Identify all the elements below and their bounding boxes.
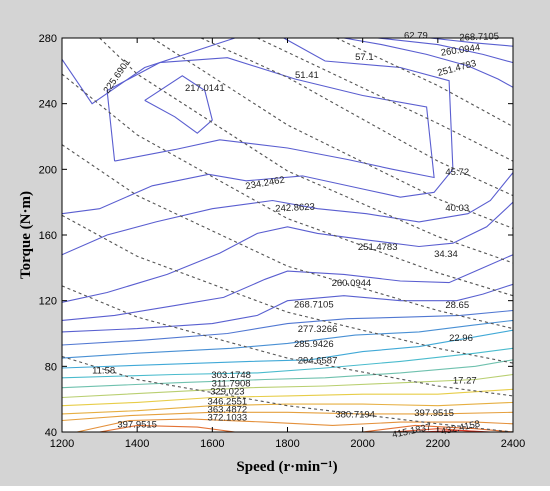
- contour-label: 294.6587: [298, 355, 338, 366]
- efficiency-contour-line: [61, 254, 514, 321]
- efficiency-contour-line: [76, 418, 514, 433]
- power-line-label: 17.27: [453, 375, 477, 386]
- power-line-label: 40.03: [445, 203, 469, 214]
- efficiency-contour-line: [61, 388, 514, 407]
- efficiency-contour-line: [61, 411, 514, 422]
- efficiency-contour-line: [99, 424, 235, 433]
- efficiency-contour-line: [61, 319, 514, 359]
- y-tick-label: 40: [45, 427, 57, 439]
- y-tick-label: 200: [39, 164, 57, 176]
- power-line: [61, 214, 514, 364]
- efficiency-contour-line: [430, 37, 514, 47]
- efficiency-contour-line: [61, 309, 514, 346]
- power-line-label: 22.96: [449, 333, 473, 344]
- power-lines: 11.58 17.27 22.96 28.65 34.34 40.03 45.72 51.41…: [61, 31, 514, 433]
- efficiency-contour-line: [418, 429, 491, 433]
- y-tick-label: 120: [39, 296, 57, 308]
- efficiency-contour-line: [106, 57, 435, 179]
- power-line: [99, 37, 514, 264]
- contour-label: 363.4872: [208, 405, 248, 416]
- y-axis-title: Torque (N·m): [18, 191, 34, 279]
- power-line-label: 11.58: [92, 366, 115, 377]
- contour-labels: 217.0141225.6901234.2462242.8623251.4783…: [101, 31, 499, 441]
- efficiency-contour-line: [61, 201, 514, 303]
- contour-label: 346.2551: [208, 396, 248, 407]
- contour-label: 285.9426: [294, 339, 334, 350]
- efficiency-contour-line: [61, 359, 514, 389]
- efficiency-contour-line: [61, 172, 514, 256]
- x-tick-label: 2400: [501, 438, 525, 450]
- contour-label: 251.4783: [358, 242, 398, 253]
- efficiency-contour-line: [61, 283, 514, 333]
- power-line: [336, 37, 514, 128]
- power-line-label: 34.34: [434, 249, 458, 260]
- power-line: [257, 37, 514, 162]
- x-tick-label: 2000: [350, 438, 374, 450]
- contour-label: 268.7105: [459, 31, 499, 43]
- y-tick-label: 80: [45, 361, 57, 373]
- y-axis-ticks: 40 80 120 160 200 240 280: [39, 33, 513, 439]
- contour-label: 397.9515: [117, 419, 157, 430]
- efficiency-contour-line: [61, 37, 454, 215]
- efficiency-contour-line: [61, 401, 514, 415]
- contour-label: 311.7908: [212, 378, 251, 389]
- x-tick-label: 1800: [275, 438, 299, 450]
- contour-label: 329.023: [210, 386, 244, 397]
- contour-label: 397.9515: [414, 408, 454, 419]
- power-line: [151, 37, 514, 229]
- efficiency-contour-line: [61, 373, 514, 399]
- contour-label: 380.7194: [335, 409, 375, 420]
- efficiency-contour-line: [61, 347, 514, 379]
- power-line-label: 28.65: [445, 300, 469, 311]
- y-tick-label: 240: [39, 99, 57, 111]
- power-line-label: 45.72: [445, 167, 469, 178]
- power-line: [61, 285, 514, 397]
- contour-label: 260.0944: [332, 278, 372, 289]
- y-tick-label: 160: [39, 230, 57, 242]
- efficiency-contour-line: [61, 37, 236, 105]
- power-line: [61, 144, 514, 330]
- power-line-label: 57.1: [355, 52, 374, 63]
- efficiency-contour-line: [343, 37, 514, 88]
- power-line-label: 62.79: [404, 31, 428, 42]
- x-tick-label: 2200: [426, 438, 450, 450]
- y-tick-label: 280: [39, 33, 57, 45]
- efficiency-contour-line: [144, 75, 213, 134]
- plot-area: [62, 38, 513, 432]
- contour-label: 217.0141: [185, 83, 225, 94]
- power-line: [200, 37, 514, 197]
- x-axis-ticks: 1200 1400 1600 1800 2000 2200 2400: [50, 38, 525, 450]
- contour-label: 268.7105: [294, 299, 334, 310]
- x-tick-label: 1400: [125, 438, 149, 450]
- x-tick-label: 1200: [50, 438, 74, 450]
- contour-label: 242.8623: [275, 202, 315, 215]
- x-axis-title: Speed (r·min⁻¹): [236, 459, 337, 475]
- contour-label: 372.1033: [208, 413, 248, 424]
- contour-label: 260.0944: [440, 42, 481, 58]
- efficiency-contour-line: [377, 37, 514, 64]
- power-line-label: 51.41: [295, 70, 319, 81]
- contour-label: 277.3266: [298, 324, 338, 335]
- contour-label: 303.1748: [211, 370, 251, 381]
- efficiency-contour-line: [61, 329, 514, 369]
- x-tick-label: 1600: [200, 438, 224, 450]
